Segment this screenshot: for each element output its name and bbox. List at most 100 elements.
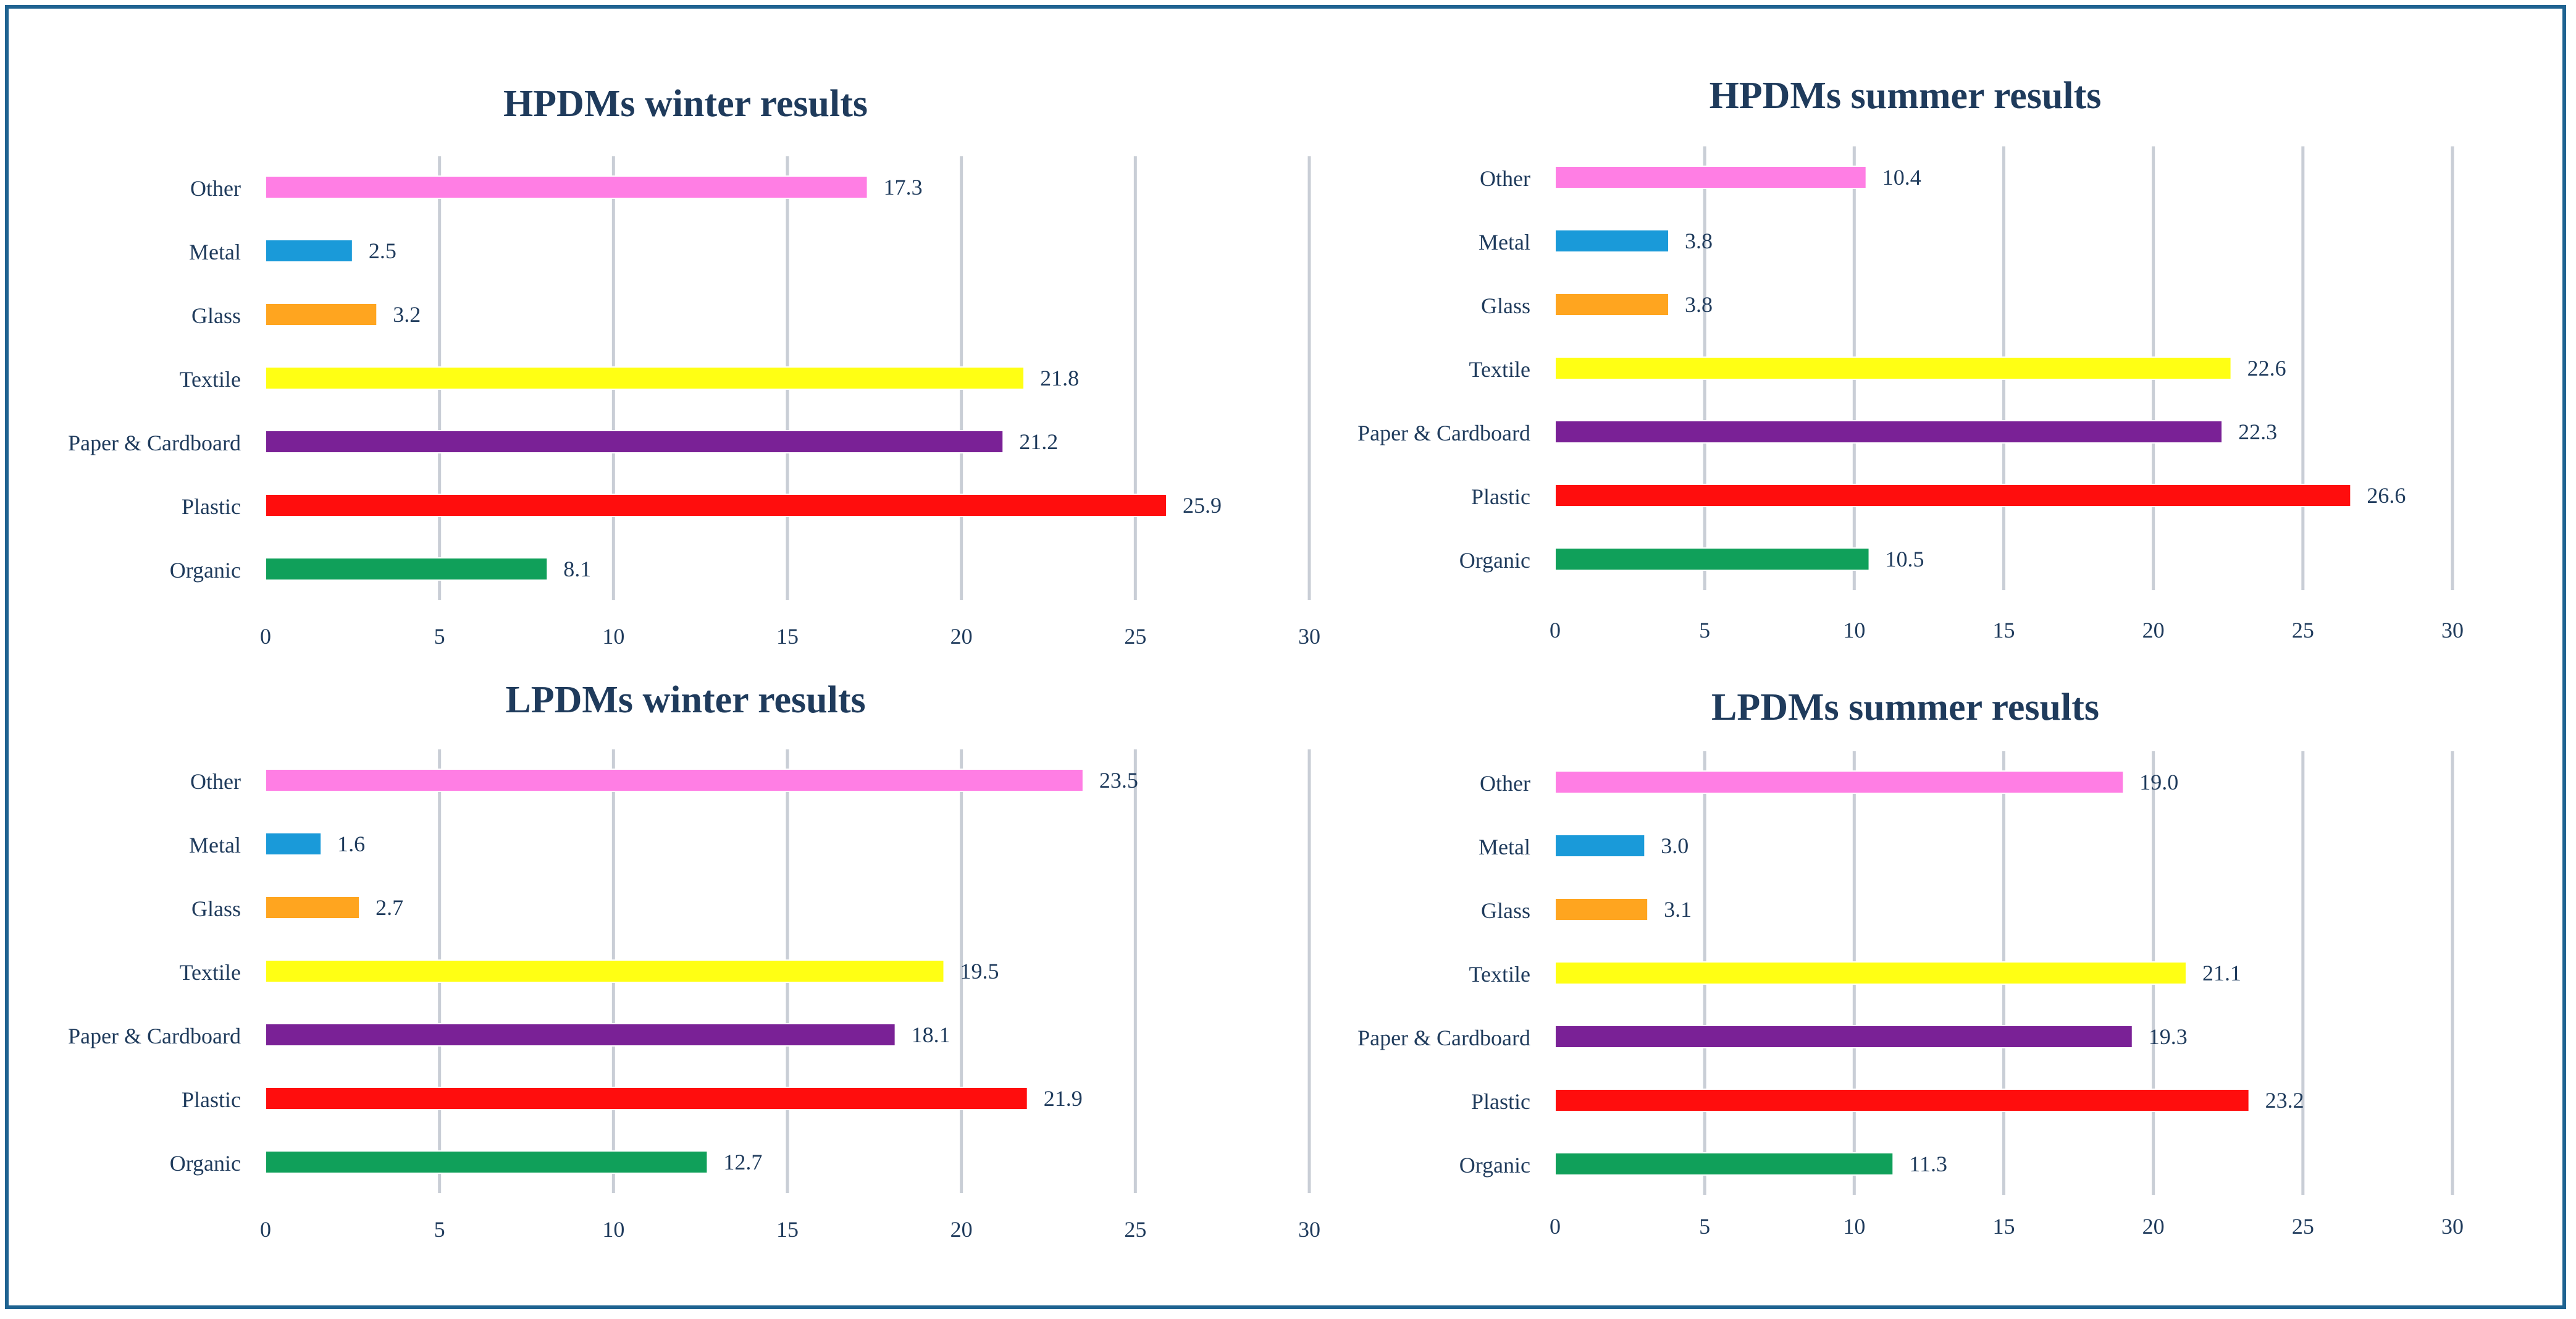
x-tick-label-20: 20 bbox=[2142, 618, 2165, 643]
category-label-textile: Textile bbox=[180, 367, 241, 392]
bar-organic bbox=[1554, 547, 1870, 571]
category-label-metal: Metal bbox=[1479, 835, 1530, 859]
category-label-paper-cardboard: Paper & Cardboard bbox=[68, 1024, 241, 1048]
category-label-glass: Glass bbox=[191, 303, 241, 328]
x-tick-label-15: 15 bbox=[1993, 618, 2015, 643]
bar-textile bbox=[265, 366, 1025, 390]
data-label-textile: 21.8 bbox=[1040, 366, 1079, 390]
chart-lpdms-winter: LPDMs winter results 0 5 10 15 20 25 30 Other 23.… bbox=[68, 679, 1320, 1242]
category-label-plastic: Plastic bbox=[1471, 484, 1530, 509]
bar-organic bbox=[265, 1150, 708, 1174]
x-tick-label-0: 0 bbox=[1550, 618, 1561, 643]
data-label-metal: 2.5 bbox=[369, 238, 396, 263]
category-label-other: Other bbox=[1480, 166, 1530, 191]
bar-textile bbox=[265, 959, 945, 983]
chart-title: HPDMs summer results bbox=[1710, 75, 2102, 117]
data-label-paper-cardboard: 19.3 bbox=[2149, 1024, 2188, 1049]
x-tick-label-20: 20 bbox=[950, 1217, 973, 1242]
data-label-organic: 12.7 bbox=[723, 1150, 762, 1174]
category-label-glass: Glass bbox=[1481, 293, 1530, 318]
chart-hpdms-summer: HPDMs summer results 0 5 10 15 20 25 30 Other 10.… bbox=[1357, 75, 2464, 643]
data-label-textile: 21.1 bbox=[2202, 961, 2241, 985]
data-label-plastic: 21.9 bbox=[1044, 1086, 1083, 1111]
x-tick-label-0: 0 bbox=[260, 1217, 271, 1242]
category-label-plastic: Plastic bbox=[1471, 1089, 1530, 1114]
category-label-paper-cardboard: Paper & Cardboard bbox=[1357, 421, 1530, 445]
bar-textile bbox=[1554, 356, 2232, 380]
category-label-organic: Organic bbox=[170, 1151, 241, 1176]
x-tick-label-30: 30 bbox=[2441, 618, 2464, 643]
data-label-paper-cardboard: 21.2 bbox=[1019, 429, 1058, 454]
category-label-plastic: Plastic bbox=[182, 494, 241, 519]
chart-title: LPDMs summer results bbox=[1711, 686, 2099, 728]
data-label-glass: 2.7 bbox=[375, 895, 403, 920]
category-label-textile: Textile bbox=[1469, 962, 1530, 987]
category-label-organic: Organic bbox=[1459, 548, 1530, 573]
data-label-organic: 8.1 bbox=[563, 557, 591, 581]
category-label-glass: Glass bbox=[191, 896, 241, 921]
bar-other bbox=[1554, 166, 1867, 189]
category-label-plastic: Plastic bbox=[182, 1087, 241, 1112]
x-tick-label-20: 20 bbox=[2142, 1214, 2165, 1239]
category-label-other: Other bbox=[190, 176, 241, 201]
x-tick-label-15: 15 bbox=[776, 1217, 799, 1242]
data-label-other: 10.4 bbox=[1882, 165, 1921, 190]
bar-organic bbox=[265, 557, 548, 581]
x-tick-label-30: 30 bbox=[2441, 1214, 2464, 1239]
data-label-metal: 3.0 bbox=[1661, 833, 1689, 858]
x-tick-label-5: 5 bbox=[434, 624, 445, 649]
bar-paper-cardboard bbox=[1554, 1025, 2133, 1048]
bar-glass bbox=[1554, 898, 1649, 921]
chart-title: LPDMs winter results bbox=[505, 679, 865, 721]
x-tick-label-0: 0 bbox=[1550, 1214, 1561, 1239]
x-tick-label-20: 20 bbox=[950, 624, 973, 649]
bar-metal bbox=[1554, 229, 1670, 253]
x-tick-label-10: 10 bbox=[602, 624, 624, 649]
data-label-other: 17.3 bbox=[884, 175, 923, 200]
data-label-plastic: 23.2 bbox=[2265, 1088, 2304, 1113]
x-tick-label-10: 10 bbox=[1843, 1214, 1865, 1239]
data-label-glass: 3.8 bbox=[1685, 292, 1713, 317]
category-label-other: Other bbox=[1480, 771, 1530, 796]
data-label-textile: 22.6 bbox=[2247, 356, 2286, 381]
x-tick-label-25: 25 bbox=[1124, 624, 1146, 649]
data-label-other: 23.5 bbox=[1099, 768, 1138, 793]
x-tick-label-25: 25 bbox=[2292, 618, 2314, 643]
data-label-organic: 11.3 bbox=[1909, 1152, 1947, 1176]
data-label-textile: 19.5 bbox=[960, 959, 999, 984]
category-label-metal: Metal bbox=[189, 833, 241, 858]
x-tick-label-10: 10 bbox=[1843, 618, 1865, 643]
category-label-paper-cardboard: Paper & Cardboard bbox=[68, 431, 241, 455]
x-tick-label-0: 0 bbox=[260, 624, 271, 649]
bar-paper-cardboard bbox=[1554, 420, 2223, 444]
data-label-paper-cardboard: 22.3 bbox=[2238, 419, 2277, 444]
chart-lpdms-summer: LPDMs summer results 0 5 10 15 20 25 30 Other 19.… bbox=[1357, 686, 2464, 1239]
bar-paper-cardboard bbox=[265, 430, 1004, 453]
bar-metal bbox=[265, 832, 322, 856]
x-tick-label-25: 25 bbox=[1124, 1217, 1146, 1242]
bar-plastic bbox=[265, 494, 1168, 517]
x-tick-label-10: 10 bbox=[602, 1217, 624, 1242]
data-label-plastic: 25.9 bbox=[1183, 493, 1222, 518]
data-label-glass: 3.2 bbox=[393, 302, 421, 327]
bar-other bbox=[265, 769, 1084, 792]
bar-organic bbox=[1554, 1152, 1894, 1176]
bar-glass bbox=[265, 303, 378, 326]
bar-other bbox=[265, 175, 868, 199]
x-tick-label-30: 30 bbox=[1298, 1217, 1320, 1242]
bar-plastic bbox=[1554, 484, 2352, 507]
bar-metal bbox=[265, 239, 353, 263]
bar-glass bbox=[1554, 293, 1670, 316]
data-label-glass: 3.1 bbox=[1664, 897, 1692, 922]
data-label-organic: 10.5 bbox=[1886, 547, 1924, 571]
bar-textile bbox=[1554, 961, 2187, 985]
category-label-textile: Textile bbox=[180, 960, 241, 985]
x-tick-label-5: 5 bbox=[1699, 1214, 1710, 1239]
x-tick-label-5: 5 bbox=[434, 1217, 445, 1242]
bar-glass bbox=[265, 896, 361, 919]
data-label-metal: 1.6 bbox=[337, 832, 365, 856]
category-label-metal: Metal bbox=[189, 240, 241, 264]
category-label-organic: Organic bbox=[170, 558, 241, 583]
data-label-plastic: 26.6 bbox=[2367, 483, 2406, 508]
data-label-metal: 3.8 bbox=[1685, 229, 1713, 253]
